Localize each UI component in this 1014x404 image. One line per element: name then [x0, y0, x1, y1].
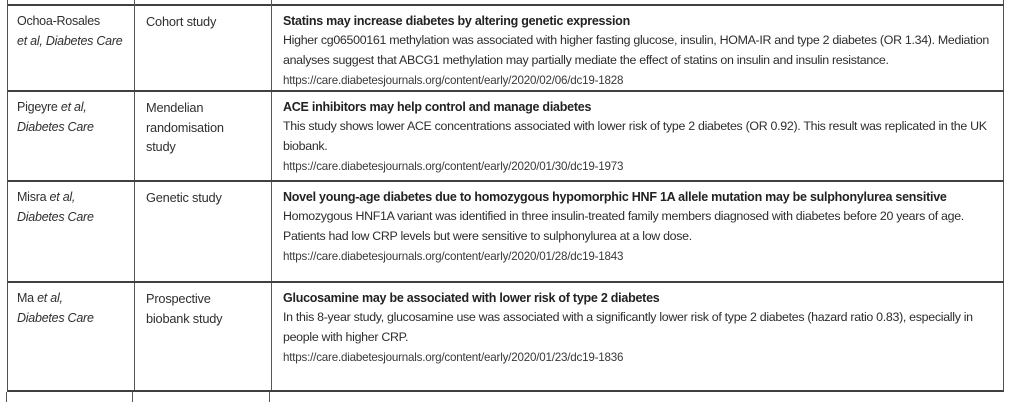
study-type-label: Genetic study	[146, 190, 222, 205]
table-row: Ma et al, Diabetes Care Prospective biob…	[7, 283, 1004, 392]
partial-row-top	[7, 0, 1004, 6]
partial-row-bottom	[5, 392, 1005, 402]
summary-body: Higher cg06500161 methylation was associ…	[283, 33, 989, 67]
study-type-cell: Mendelian randomisation study	[134, 92, 271, 180]
citation-cell: Pigeyre et al, Diabetes Care	[8, 92, 134, 180]
study-type-label: Mendelian randomisation study	[146, 100, 224, 154]
partial-cell	[134, 0, 271, 6]
table-row: Misra et al, Diabetes Care Genetic study…	[7, 182, 1004, 283]
citation-journal: Diabetes Care	[17, 310, 94, 325]
partial-cell	[5, 392, 132, 402]
citation-cell: Ma et al, Diabetes Care	[8, 283, 134, 390]
summary-url-link[interactable]: https://care.diabetesjournals.org/conten…	[283, 351, 624, 364]
summary-body: In this 8-year study, glucosamine use wa…	[283, 310, 973, 344]
study-type-cell: Cohort study	[134, 6, 271, 90]
partial-cell	[131, 392, 269, 402]
citation-author: Pigeyre	[17, 100, 58, 114]
table-row: Ochoa-Rosales et al, Diabetes Care Cohor…	[7, 6, 1004, 92]
summary-title: Glucosamine may be associated with lower…	[283, 291, 660, 305]
study-type-cell: Prospective biobank study	[134, 283, 271, 390]
summary-cell: Novel young-age diabetes due to homozygo…	[271, 182, 1003, 281]
citation-etal: et al,	[49, 190, 76, 204]
studies-table: Ochoa-Rosales et al, Diabetes Care Cohor…	[5, 0, 1005, 402]
citation-journal: Diabetes Care	[17, 209, 94, 224]
citation-journal: Diabetes Care	[17, 119, 94, 134]
citation-etal: et al,	[37, 291, 63, 305]
citation-journal: et al, Diabetes Care	[17, 33, 123, 48]
summary-url-link[interactable]: https://care.diabetesjournals.org/conten…	[283, 250, 624, 263]
summary-body: Homozygous HNF1A variant was identified …	[283, 209, 964, 243]
citation-author: Ma	[17, 291, 34, 305]
summary-cell: ACE inhibitors may help control and mana…	[271, 92, 1003, 180]
summary-url-link[interactable]: https://care.diabetesjournals.org/conten…	[283, 74, 624, 87]
summary-title: Statins may increase diabetes by alterin…	[283, 14, 630, 28]
table-row: Pigeyre et al, Diabetes Care Mendelian r…	[7, 92, 1004, 182]
partial-cell	[268, 392, 1005, 402]
summary-cell: Statins may increase diabetes by alterin…	[271, 6, 1003, 90]
study-type-label: Cohort study	[146, 14, 217, 29]
citation-cell: Ochoa-Rosales et al, Diabetes Care	[8, 6, 134, 90]
summary-title: Novel young-age diabetes due to homozygo…	[283, 190, 947, 204]
summary-body: This study shows lower ACE concentration…	[283, 119, 987, 153]
summary-url-link[interactable]: https://care.diabetesjournals.org/conten…	[283, 160, 624, 173]
citation-cell: Misra et al, Diabetes Care	[8, 182, 134, 281]
citation-author: Misra	[17, 190, 47, 204]
citation-etal: et al,	[60, 100, 87, 114]
citation-author: Ochoa-Rosales	[17, 14, 100, 28]
study-type-label: Prospective biobank study	[146, 291, 223, 326]
summary-cell: Glucosamine may be associated with lower…	[271, 283, 1003, 390]
study-type-cell: Genetic study	[134, 182, 271, 281]
summary-title: ACE inhibitors may help control and mana…	[283, 100, 592, 114]
partial-cell	[271, 0, 1003, 6]
